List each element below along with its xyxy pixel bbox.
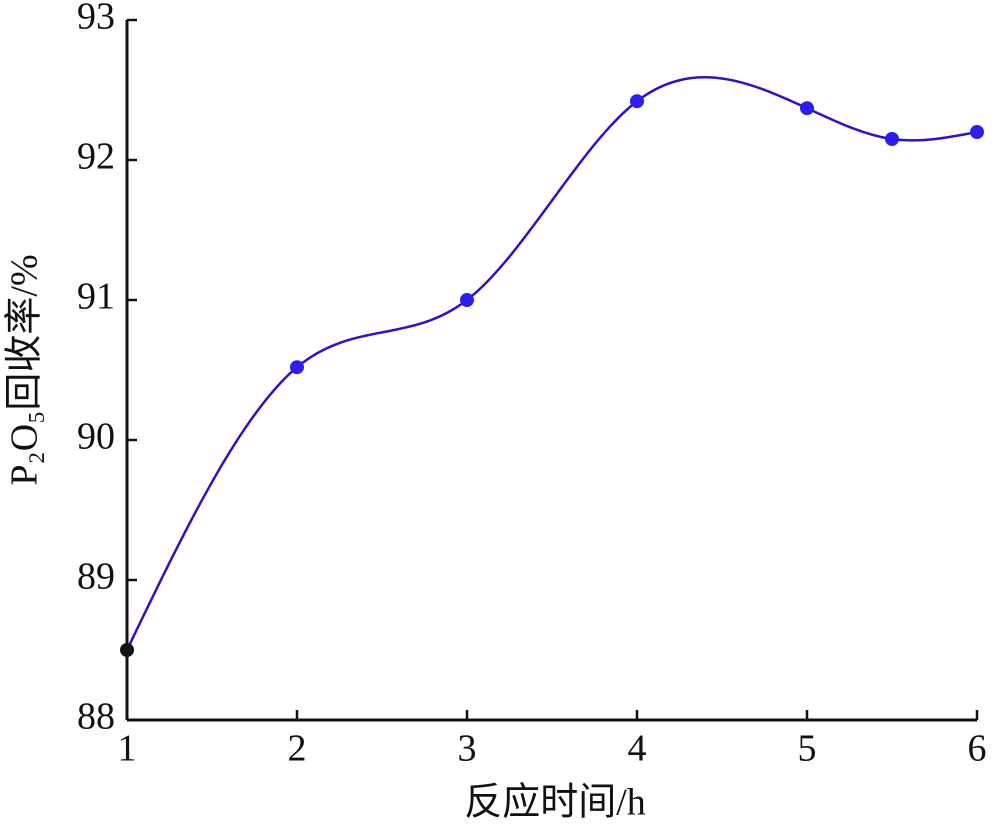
point [630, 94, 644, 109]
point [800, 101, 814, 116]
x-tick-label: 4 [628, 728, 647, 770]
x-tick-label: 2 [288, 728, 307, 770]
y-tick-label: 92 [77, 136, 115, 178]
x-axis-label: 反应时间/h [464, 782, 646, 824]
x-tick-label: 5 [798, 728, 817, 770]
x-tick-label: 6 [968, 728, 987, 770]
point [885, 132, 899, 146]
x-tick-label: 3 [458, 728, 477, 770]
point [460, 293, 474, 307]
point [290, 360, 304, 375]
y-tick-label: 93 [77, 0, 115, 38]
line [125, 76, 978, 651]
x-tick-label: 1 [118, 728, 137, 770]
y-tick-label: 90 [77, 416, 115, 458]
y-axis-label: P₂O₅回收率/% [4, 254, 46, 485]
point [120, 643, 134, 657]
y-tick-label: 91 [77, 276, 115, 318]
point [970, 125, 984, 139]
y-tick-label: 89 [77, 556, 115, 598]
y-tick-label: 88 [77, 696, 115, 738]
